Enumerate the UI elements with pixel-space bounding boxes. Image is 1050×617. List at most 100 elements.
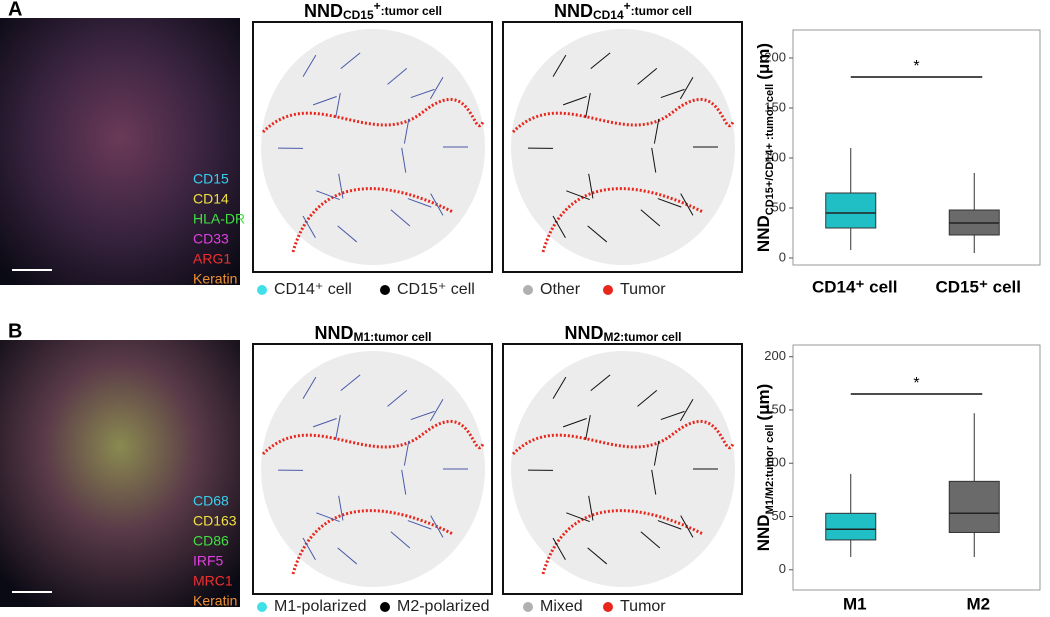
nn-link — [587, 547, 608, 565]
y-tick-label: 100 — [764, 455, 786, 470]
y-label-unit: (μm) — [754, 43, 773, 80]
marker-label: IRF5 — [193, 553, 224, 569]
tumor-boundary — [511, 97, 735, 253]
nn-link — [335, 415, 341, 440]
panel-label: B — [8, 320, 22, 342]
nn-link — [403, 118, 410, 144]
tumor-boundary — [261, 97, 485, 253]
map-title-part: NND — [314, 323, 353, 343]
legend-dot — [380, 602, 390, 612]
nn-link — [302, 54, 317, 77]
nn-link — [403, 440, 410, 466]
nn-link — [337, 225, 358, 243]
nn-link — [653, 118, 660, 144]
nn-link — [679, 77, 694, 100]
nn-link — [651, 147, 657, 173]
map-title: NNDM1:tumor cell — [314, 323, 431, 344]
nn-link — [430, 515, 444, 538]
nn-link — [552, 376, 567, 399]
y-label-main: NND — [754, 514, 773, 551]
map-title-part: :tumor cell — [631, 4, 692, 18]
marker-label: ARG1 — [193, 251, 231, 267]
x-tick-label: M2 — [966, 594, 990, 613]
nn-link — [653, 440, 660, 466]
nn-link — [552, 54, 567, 77]
nn-link — [588, 173, 594, 199]
nn-link — [302, 537, 316, 560]
legend-label: Other — [540, 281, 581, 298]
nn-link — [562, 96, 587, 106]
nn-link — [566, 512, 590, 523]
legend-dot — [523, 602, 533, 612]
map-title-part: CD14 — [593, 8, 624, 22]
panel-label: A — [8, 0, 22, 20]
legend-dot — [603, 602, 613, 612]
nn-link — [316, 512, 340, 523]
tissue-image — [0, 18, 240, 285]
nn-link — [679, 399, 694, 422]
nn-link — [640, 209, 661, 227]
legend-dot — [380, 285, 390, 295]
y-tick-label: 150 — [764, 99, 786, 114]
map-title: NNDCD15+:tumor cell — [304, 0, 442, 22]
map-title: NNDCD14+:tumor cell — [554, 0, 692, 22]
y-tick-label: 150 — [764, 401, 786, 416]
legend-dot — [603, 285, 613, 295]
y-tick-label: 50 — [772, 508, 786, 523]
map-title-part: NND — [564, 323, 603, 343]
marker-label: CD14 — [193, 191, 229, 207]
legend-dot — [257, 285, 267, 295]
legend-label: CD14⁺ cell — [274, 281, 352, 298]
nn-link — [390, 531, 411, 549]
nn-link — [660, 410, 685, 421]
marker-label: CD163 — [193, 513, 237, 529]
y-tick-label: 50 — [772, 199, 786, 214]
nn-link — [430, 193, 444, 216]
legend-dot — [523, 285, 533, 295]
map-title-part: CD15 — [343, 8, 374, 22]
x-tick-label: M1 — [843, 594, 867, 613]
marker-label: Keratin — [193, 593, 237, 609]
nn-link — [651, 469, 657, 495]
marker-label: HLA-DR — [193, 211, 245, 227]
x-tick-label: CD14⁺ cell — [812, 277, 898, 296]
box — [825, 512, 877, 541]
box — [948, 480, 1000, 533]
nn-link — [335, 93, 341, 118]
nn-link — [657, 520, 682, 530]
legend-label: CD15⁺ cell — [397, 281, 475, 298]
nn-link — [590, 374, 611, 392]
plot-frame — [792, 344, 1041, 591]
map-title: NNDM2:tumor cell — [564, 323, 681, 344]
nn-link — [588, 495, 594, 521]
nn-link — [680, 193, 694, 216]
marker-label: CD33 — [193, 231, 229, 247]
nn-link — [387, 390, 408, 407]
nn-link — [312, 418, 337, 428]
tumor-boundary — [511, 419, 735, 575]
map-title-part: NND — [554, 1, 593, 21]
y-tick-label: 0 — [779, 249, 786, 264]
significance-label: * — [913, 58, 919, 75]
box — [825, 192, 877, 229]
nn-link — [637, 68, 658, 85]
nn-link — [340, 52, 361, 70]
marker-label: CD68 — [193, 493, 229, 509]
nn-link — [429, 399, 444, 422]
legend-label: Tumor — [620, 281, 666, 298]
y-tick-label: 0 — [779, 561, 786, 576]
map-title-part: M1:tumor cell — [353, 330, 431, 344]
nn-link — [407, 198, 432, 208]
map-title-part: :tumor cell — [381, 4, 442, 18]
tumor-boundary — [261, 419, 485, 575]
nn-link — [637, 390, 658, 407]
nn-link — [585, 415, 591, 440]
map-title-part: + — [624, 0, 631, 13]
nn-link — [566, 190, 590, 201]
y-axis-label: NNDM1/M2:tumor cell (μm) — [754, 384, 775, 552]
marker-label: Keratin — [193, 271, 237, 287]
nn-link — [552, 215, 566, 238]
nn-link — [552, 537, 566, 560]
nn-link — [340, 374, 361, 392]
